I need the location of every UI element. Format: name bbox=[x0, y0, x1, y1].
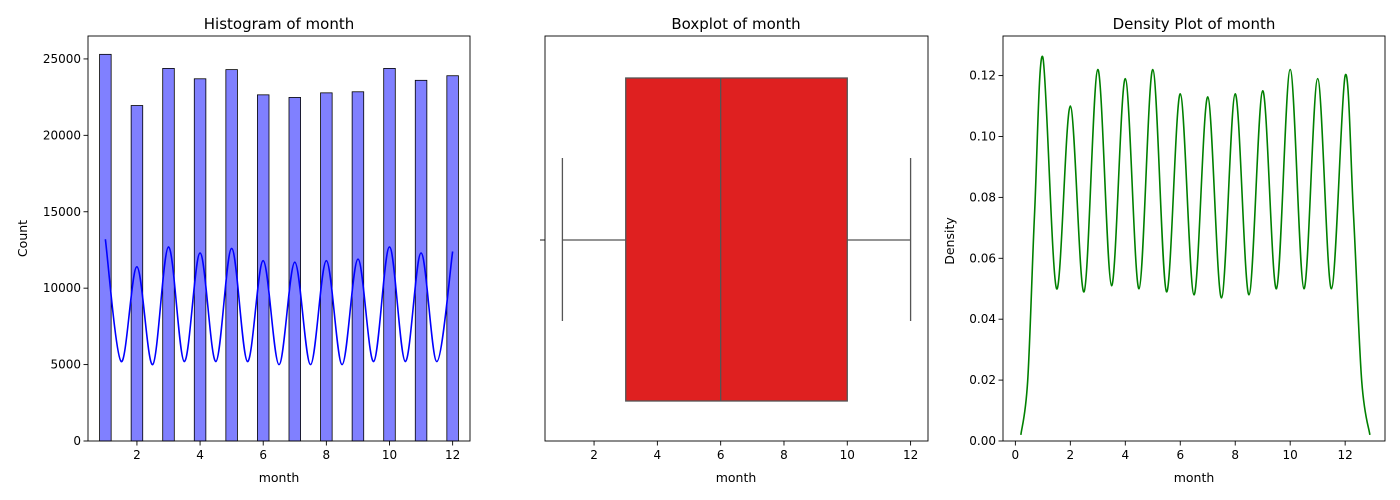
density-x-label: month bbox=[1174, 470, 1215, 485]
density-x-tick-label: 4 bbox=[1121, 448, 1129, 462]
histogram-bar bbox=[130, 105, 144, 442]
density-y-tick-label: 0.10 bbox=[969, 129, 996, 143]
histogram-x-tick-label: 8 bbox=[323, 448, 331, 462]
boxplot-x-label: month bbox=[716, 470, 757, 485]
density-x-tick-label: 0 bbox=[1012, 448, 1020, 462]
histogram-x-tick-label: 6 bbox=[259, 448, 267, 462]
histogram-x-tick-label: 4 bbox=[196, 448, 204, 462]
histogram-kde-line bbox=[104, 239, 454, 366]
histogram-bar bbox=[320, 92, 333, 442]
density-title: Density Plot of month bbox=[1113, 15, 1276, 33]
density-line bbox=[1020, 55, 1371, 436]
histogram-y-tick-label: 0 bbox=[73, 434, 81, 448]
density-y-tick-label: 0.06 bbox=[969, 251, 996, 265]
density-x-ticks: 0 2 4 6 8 10 12 bbox=[1012, 441, 1353, 462]
histogram-bar bbox=[351, 91, 365, 442]
density-y-tick-label: 0.04 bbox=[969, 312, 996, 326]
histogram-title: Histogram of month bbox=[204, 15, 355, 33]
boxplot-x-tick-label: 4 bbox=[654, 448, 662, 462]
density-x-tick-label: 2 bbox=[1067, 448, 1075, 462]
histogram-bar bbox=[193, 78, 207, 442]
boxplot-x-tick-label: 12 bbox=[903, 448, 918, 462]
histogram-y-label: Count bbox=[15, 220, 30, 257]
density-y-tick-label: 0.08 bbox=[969, 190, 996, 204]
histogram-bar bbox=[162, 68, 175, 442]
histogram-x-tick-label: 10 bbox=[382, 448, 397, 462]
histogram-x-ticks: 2 4 6 8 10 12 bbox=[133, 441, 460, 462]
histogram-bar bbox=[99, 53, 112, 442]
histogram-bar bbox=[257, 94, 270, 442]
density-x-tick-label: 6 bbox=[1176, 448, 1184, 462]
histogram-y-tick-label: 15000 bbox=[43, 205, 81, 219]
histogram-panel: Histogram of month 2 4 6 8 10 12 0 5000 10000 15… bbox=[15, 15, 471, 485]
boxplot-axes-frame bbox=[544, 35, 929, 442]
histogram-y-tick-label: 20000 bbox=[43, 128, 81, 142]
density-y-tick-label: 0.00 bbox=[969, 434, 996, 448]
density-x-tick-label: 8 bbox=[1231, 448, 1239, 462]
histogram-bar bbox=[414, 79, 428, 442]
histogram-bar bbox=[225, 69, 238, 442]
histogram-bar bbox=[383, 68, 396, 442]
boxplot-x-ticks: 2 4 6 8 10 12 bbox=[590, 441, 918, 462]
density-y-label: Density bbox=[942, 217, 957, 265]
histogram-bar bbox=[446, 75, 459, 442]
density-y-tick-label: 0.12 bbox=[969, 69, 996, 83]
density-y-ticks: 0.00 0.02 0.04 0.06 0.08 0.10 0.12 bbox=[969, 69, 1003, 448]
density-plot-area bbox=[1020, 55, 1371, 436]
boxplot-title: Boxplot of month bbox=[671, 15, 800, 33]
histogram-bar bbox=[288, 97, 301, 442]
histogram-y-tick-label: 25000 bbox=[43, 52, 81, 66]
density-x-tick-label: 12 bbox=[1338, 448, 1353, 462]
histogram-y-tick-label: 5000 bbox=[50, 358, 81, 372]
histogram-x-tick-label: 12 bbox=[445, 448, 460, 462]
boxplot-plot-area bbox=[561, 77, 912, 402]
histogram-x-tick-label: 2 bbox=[133, 448, 141, 462]
density-axes-frame bbox=[1002, 35, 1386, 442]
density-x-tick-label: 10 bbox=[1283, 448, 1298, 462]
density-panel: Density Plot of month 0 2 4 6 8 10 12 0.00 0.02… bbox=[942, 15, 1386, 485]
histogram-axes-frame bbox=[87, 35, 471, 442]
boxplot-panel: Boxplot of month 2 4 6 8 10 12 month bbox=[540, 15, 929, 485]
histogram-y-ticks: 0 5000 10000 15000 20000 25000 bbox=[43, 52, 88, 448]
boxplot-x-tick-label: 6 bbox=[717, 448, 725, 462]
boxplot-x-tick-label: 2 bbox=[590, 448, 598, 462]
boxplot-box bbox=[625, 77, 848, 402]
histogram-x-label: month bbox=[259, 470, 300, 485]
density-y-tick-label: 0.02 bbox=[969, 373, 996, 387]
boxplot-x-tick-label: 8 bbox=[780, 448, 788, 462]
histogram-y-tick-label: 10000 bbox=[43, 281, 81, 295]
boxplot-x-tick-label: 10 bbox=[840, 448, 855, 462]
